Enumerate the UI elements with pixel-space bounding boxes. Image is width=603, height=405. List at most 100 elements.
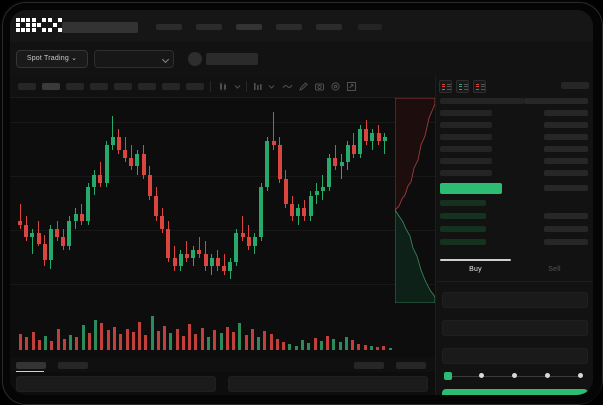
candle: [246, 98, 252, 303]
coin-avatar-icon: [188, 52, 202, 66]
orderbook-ask-price[interactable]: [440, 110, 492, 116]
volume-bar: [363, 344, 367, 350]
timeframe-button-5[interactable]: [114, 83, 132, 90]
amount-slider[interactable]: [444, 371, 586, 381]
candle: [271, 98, 277, 303]
toolbar-divider: [246, 81, 247, 92]
volume-bar: [125, 328, 129, 350]
nav-item-5[interactable]: [316, 24, 342, 30]
timeframe-button-1[interactable]: [18, 83, 36, 90]
volume-bar: [213, 330, 217, 350]
timeframe-button-7[interactable]: [162, 83, 180, 90]
volume-bar: [244, 334, 248, 350]
volume-bar: [344, 337, 348, 350]
price-chart[interactable]: [10, 98, 435, 303]
mode-selector-spot-trading[interactable]: Spot Trading ⌄: [16, 50, 88, 68]
orderbook-ask-price[interactable]: [440, 134, 492, 140]
slider-handle[interactable]: [444, 372, 452, 380]
tab-buy[interactable]: Buy: [469, 266, 482, 273]
candle: [320, 98, 326, 303]
volume-bar: [332, 339, 336, 350]
orderbook-last-size: [544, 185, 588, 191]
volume-bar: [181, 335, 185, 350]
bottom-panel-right[interactable]: [228, 376, 428, 392]
orderbook-view-bids-icon[interactable]: [456, 80, 469, 93]
orderbook-bid-price[interactable]: [440, 200, 486, 206]
orderbook-rows[interactable]: [436, 96, 593, 256]
orderbook-last-price-row[interactable]: [440, 183, 502, 194]
volume-bar: [150, 316, 154, 350]
candle: [259, 98, 264, 303]
candle: [382, 98, 388, 303]
slider-step-25[interactable]: [479, 373, 484, 378]
top-navigation-bar: [10, 10, 593, 42]
app-screen: Spot Trading ⌄: [10, 10, 593, 395]
timeframe-button-4[interactable]: [90, 83, 108, 90]
tab-open-orders[interactable]: [16, 362, 46, 369]
volume-bar: [37, 340, 41, 350]
orderbook-bid-price[interactable]: [440, 239, 486, 245]
nav-item-4[interactable]: [276, 24, 302, 30]
tab-sell[interactable]: Sell: [548, 266, 561, 273]
price-field[interactable]: [442, 292, 588, 308]
timeframe-button-6[interactable]: [138, 83, 156, 90]
orderbook-ask-size: [524, 98, 588, 104]
bottom-panel-left[interactable]: [16, 376, 216, 392]
candle: [339, 98, 345, 303]
candle: [79, 98, 85, 303]
nav-item-3[interactable]: [236, 24, 262, 30]
orderbook-ask-price[interactable]: [440, 146, 492, 152]
candle: [314, 98, 320, 303]
nav-item-account[interactable]: [358, 24, 382, 30]
tab-right-1[interactable]: [354, 362, 384, 369]
amount-field[interactable]: [442, 320, 588, 336]
candle: [222, 98, 227, 303]
volume-bar: [156, 331, 160, 350]
indicators-icon[interactable]: [252, 81, 263, 92]
tab-right-2[interactable]: [396, 362, 426, 369]
volume-bar: [294, 345, 298, 350]
candle: [302, 98, 307, 303]
tab-order-history[interactable]: [58, 362, 88, 369]
nav-item-2[interactable]: [196, 24, 222, 30]
fullscreen-icon[interactable]: [346, 81, 357, 92]
orderbook-grouping-selector[interactable]: [561, 82, 589, 89]
slider-step-75[interactable]: [545, 373, 550, 378]
active-tab-underline: [440, 259, 511, 261]
candle: [178, 98, 184, 303]
orderbook-ask-price[interactable]: [440, 158, 492, 164]
orderbook-view-asks-icon[interactable]: [473, 80, 486, 93]
nav-item-1[interactable]: [156, 24, 182, 30]
volume-bar: [169, 333, 173, 350]
pencil-icon[interactable]: [298, 81, 309, 92]
okx-logo-icon[interactable]: [16, 18, 62, 32]
search-input[interactable]: [62, 22, 138, 33]
timeframe-button-2[interactable]: [42, 83, 60, 90]
orderbook-and-order-form: Buy Sell: [435, 76, 593, 395]
orderbook-view-toggles: [439, 80, 499, 94]
orderbook-bid-price[interactable]: [440, 226, 486, 232]
candle: [234, 98, 239, 303]
candle: [67, 98, 72, 303]
volume-bar: [263, 331, 267, 350]
timeframe-button-3[interactable]: [66, 83, 84, 90]
slider-step-100[interactable]: [578, 373, 583, 378]
chevron-down-icon[interactable]: [232, 81, 243, 92]
orderbook-ask-price[interactable]: [440, 122, 492, 128]
settings-gear-icon[interactable]: [330, 81, 341, 92]
orderbook-bid-price[interactable]: [440, 213, 486, 219]
candlestick-chart-icon[interactable]: [218, 81, 229, 92]
orderbook-ask-price[interactable]: [440, 98, 524, 104]
slider-step-50[interactable]: [512, 373, 517, 378]
place-buy-order-button[interactable]: [442, 389, 588, 395]
candle: [215, 98, 221, 303]
line-tool-icon[interactable]: [282, 81, 293, 92]
timeframe-button-8[interactable]: [186, 83, 204, 90]
candle: [333, 98, 338, 303]
chevron-down-icon[interactable]: [266, 81, 277, 92]
camera-icon[interactable]: [314, 81, 325, 92]
pair-selector[interactable]: [94, 50, 174, 68]
orderbook-view-both-icon[interactable]: [439, 80, 452, 93]
orderbook-ask-price[interactable]: [440, 170, 492, 176]
total-field[interactable]: [442, 348, 588, 364]
